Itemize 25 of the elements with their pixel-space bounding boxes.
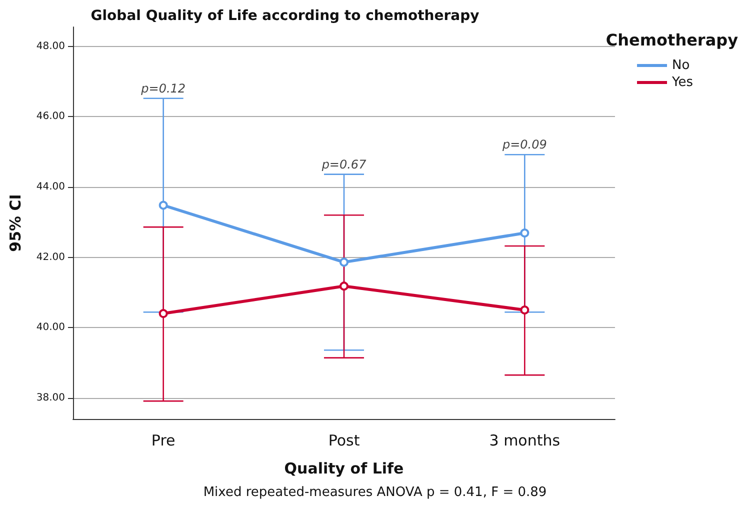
point bbox=[158, 200, 168, 210]
x-tick-label: Pre bbox=[151, 432, 176, 450]
annotation: p=0.67 bbox=[320, 157, 367, 172]
y-tick-label: 46.00 bbox=[36, 111, 65, 122]
point bbox=[340, 282, 348, 291]
x-tick-label: Post bbox=[328, 432, 360, 450]
point bbox=[520, 306, 530, 315]
y-tick-label: 38.00 bbox=[36, 392, 65, 404]
annotation: p=0.09 bbox=[501, 138, 547, 152]
point bbox=[158, 309, 168, 318]
x-axis-title: Quality of Life bbox=[284, 460, 404, 478]
legend-label: No bbox=[672, 58, 690, 73]
y-tick-label: 40.00 bbox=[36, 322, 65, 334]
y-axis-title: 95% CI bbox=[6, 194, 24, 252]
y-tick-label: 48.00 bbox=[36, 40, 65, 52]
chart-title: Global Quality of Life according to chemotherapy bbox=[90, 8, 480, 24]
legend-label: Yes bbox=[671, 75, 694, 90]
x-tick-label: 3 months bbox=[489, 432, 560, 450]
y-tick-label: 42.00 bbox=[36, 252, 65, 263]
annotation: p=0.12 bbox=[140, 81, 186, 96]
text: Mixed repeated-measures ANOVA p = 0.41, F = 0.89 bbox=[203, 485, 547, 500]
y-tick-label: 44.00 bbox=[36, 181, 65, 192]
legend-title: Chemotherapy bbox=[606, 30, 739, 50]
point bbox=[340, 258, 348, 267]
point bbox=[520, 228, 530, 238]
